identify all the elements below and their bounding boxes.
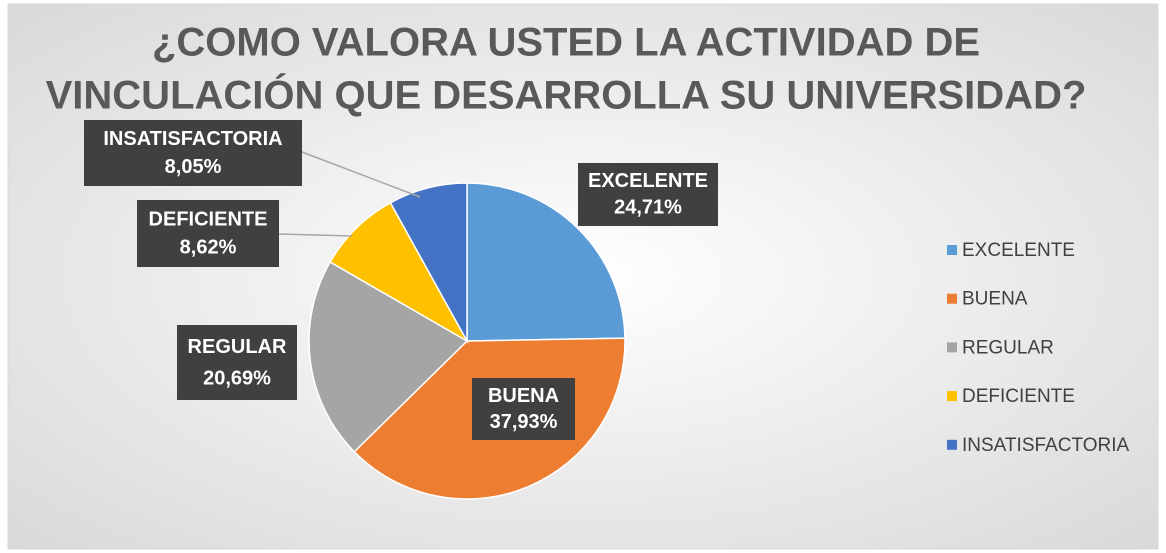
data-label-category: EXCELENTE: [588, 170, 708, 192]
pie-slice: [308, 261, 469, 453]
data-label-box: [177, 325, 297, 400]
pie-slice: [329, 201, 469, 343]
data-label-category: DEFICIENTE: [149, 208, 268, 230]
legend-label: DEFICIENTE: [962, 386, 1075, 407]
chart-title: ¿COMO VALORA USTED LA ACTIVIDAD DE: [152, 21, 980, 65]
data-label-box: [578, 163, 718, 226]
data-label-box: [472, 378, 575, 440]
data-label-value: 24,71%: [614, 197, 682, 219]
data-label-value: 37,93%: [490, 411, 558, 433]
legend-swatch: [947, 245, 957, 255]
data-label-category: BUENA: [488, 385, 559, 407]
legend-swatch: [947, 391, 957, 402]
legend-swatch: [947, 293, 957, 304]
legend-swatch: [947, 342, 957, 353]
pie-slice: [466, 182, 626, 342]
leader-line: [278, 233, 353, 237]
legend-label: BUENA: [962, 289, 1028, 310]
legend-label: REGULAR: [962, 337, 1054, 358]
data-label-value: 20,69%: [203, 367, 271, 389]
data-label-category: INSATISFACTORIA: [103, 128, 282, 150]
data-label-box: [137, 200, 279, 267]
legend-swatch: [947, 439, 957, 450]
data-label-value: 8,62%: [180, 237, 237, 259]
data-label-category: REGULAR: [188, 336, 287, 358]
chart-title: VINCULACIÓN QUE DESARROLLA SU UNIVERSIDA…: [46, 72, 1087, 118]
legend-label: EXCELENTE: [962, 240, 1075, 261]
data-label-value: 8,05%: [165, 156, 222, 178]
data-label-box: [84, 120, 302, 186]
legend-label: INSATISFACTORIA: [962, 435, 1129, 456]
pie-slice: [389, 182, 468, 344]
leader-line: [301, 151, 421, 198]
